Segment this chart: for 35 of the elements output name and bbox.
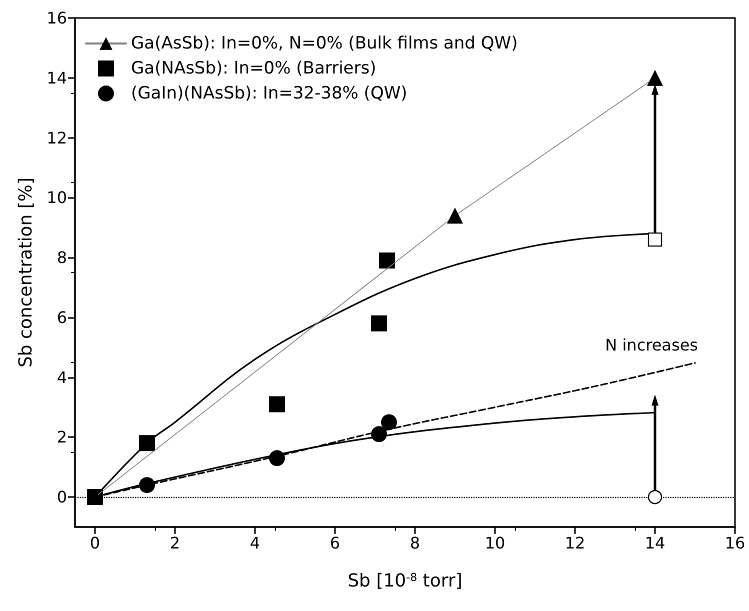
point [139,435,155,452]
x-tick-label: 8 [410,534,420,552]
annotation: N increases [605,335,698,354]
point [269,450,285,466]
point [648,232,662,247]
legend-label: Ga(AsSb): In=0%, N=0% (Bulk films and QW) [131,34,518,54]
point [371,315,387,332]
x-tick-label: 12 [564,534,586,552]
x-tick-label: 4 [250,534,260,552]
point [269,396,285,412]
y-tick-label: 0 [56,488,67,507]
x-tick-label: 16 [724,534,746,552]
x-tick-label: 0 [90,534,100,552]
y-tick-label: 2 [56,428,67,447]
y-tick-label: 6 [56,308,67,327]
x-tick-label: 10 [484,534,506,552]
point [648,490,662,504]
point [381,414,397,430]
legend-label: Ga(NAsSb): In=0% (Barriers) [131,58,376,78]
y-tick-label: 10 [46,188,67,208]
x-tick-label: 6 [330,534,340,552]
point [447,208,463,224]
x-tick-label: 2 [170,534,180,552]
x-tick-label: 14 [644,534,666,552]
y-tick-label: 12 [46,128,67,148]
y-tick-label: 4 [56,368,67,387]
legend-label: (GaIn)(NAsSb): In=32-38% (QW) [131,84,408,104]
point [647,70,663,86]
point [371,426,387,442]
y-axis-title: Sb concentration [%] [16,177,36,368]
point [139,477,155,494]
y-tick-label: 8 [56,248,67,268]
y-tick-label: 14 [46,68,67,88]
point [379,252,395,269]
y-tick-label: 16 [46,8,67,28]
